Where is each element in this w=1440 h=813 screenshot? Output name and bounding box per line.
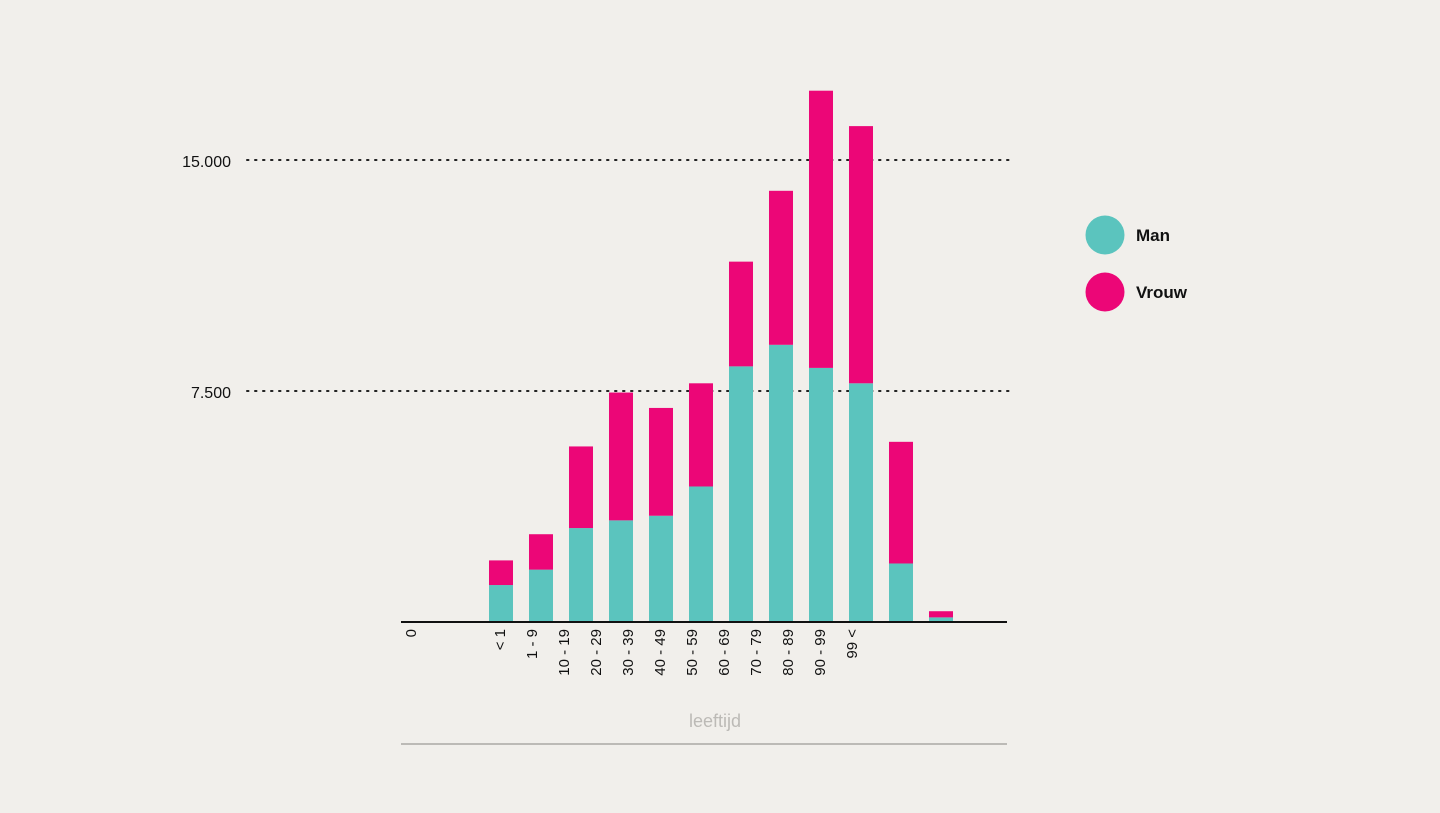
bar-vrouw	[729, 261, 753, 367]
bar-man	[929, 617, 953, 622]
bar-man	[769, 344, 793, 622]
x-tick-label: 30 - 39	[620, 629, 637, 676]
bar-vrouw	[529, 534, 553, 570]
bar-vrouw	[609, 392, 633, 521]
bars	[489, 90, 953, 622]
bar-vrouw	[489, 560, 513, 586]
legend-label: Man	[1136, 226, 1170, 245]
bar-man	[889, 563, 913, 622]
x-tick-label: 50 - 59	[684, 629, 701, 676]
bar-vrouw	[569, 446, 593, 529]
bar-vrouw	[689, 383, 713, 487]
x-tick-label: 10 - 19	[556, 629, 573, 676]
y-axis-tick-labels: 7.500 15.000	[182, 154, 231, 402]
y-tick-label: 7.500	[191, 385, 231, 402]
x-tick-label: 70 - 79	[748, 629, 765, 676]
x-tick-label: 99 <	[844, 629, 861, 659]
bar-vrouw	[929, 611, 953, 618]
bar-man	[489, 585, 513, 622]
bar-man	[689, 486, 713, 622]
bar-vrouw	[649, 407, 673, 516]
legend-label: Vrouw	[1136, 283, 1188, 302]
legend-swatch-man	[1085, 215, 1125, 255]
gridlines	[246, 159, 1011, 392]
bar-vrouw	[769, 190, 793, 345]
bar-vrouw	[849, 126, 873, 384]
x-tick-label: 0	[403, 629, 420, 637]
bar-man	[649, 515, 673, 622]
x-tick-label: < 1	[492, 629, 509, 650]
bar-vrouw	[809, 90, 833, 368]
bar-man	[849, 383, 873, 622]
bar-man	[569, 528, 593, 622]
bar-man	[609, 520, 633, 622]
x-axis-title: leeftijd	[689, 711, 741, 731]
x-axis-tick-labels: 0 < 1 1 - 9 10 - 19 20 - 29 30 - 39 40 - 49 50 …	[403, 629, 861, 676]
legend-swatch-vrouw	[1085, 272, 1125, 312]
bar-man	[809, 367, 833, 622]
bar-man	[729, 366, 753, 622]
bar-vrouw	[889, 441, 913, 564]
x-tick-label: 20 - 29	[588, 629, 605, 676]
bar-man	[529, 569, 553, 622]
x-tick-label: 40 - 49	[652, 629, 669, 676]
y-tick-label: 15.000	[182, 154, 231, 171]
x-tick-label: 80 - 89	[780, 629, 797, 676]
x-tick-label: 60 - 69	[716, 629, 733, 676]
x-tick-label: 90 - 99	[812, 629, 829, 676]
legend: Man Vrouw	[1085, 215, 1188, 312]
x-tick-label: 1 - 9	[524, 629, 541, 659]
